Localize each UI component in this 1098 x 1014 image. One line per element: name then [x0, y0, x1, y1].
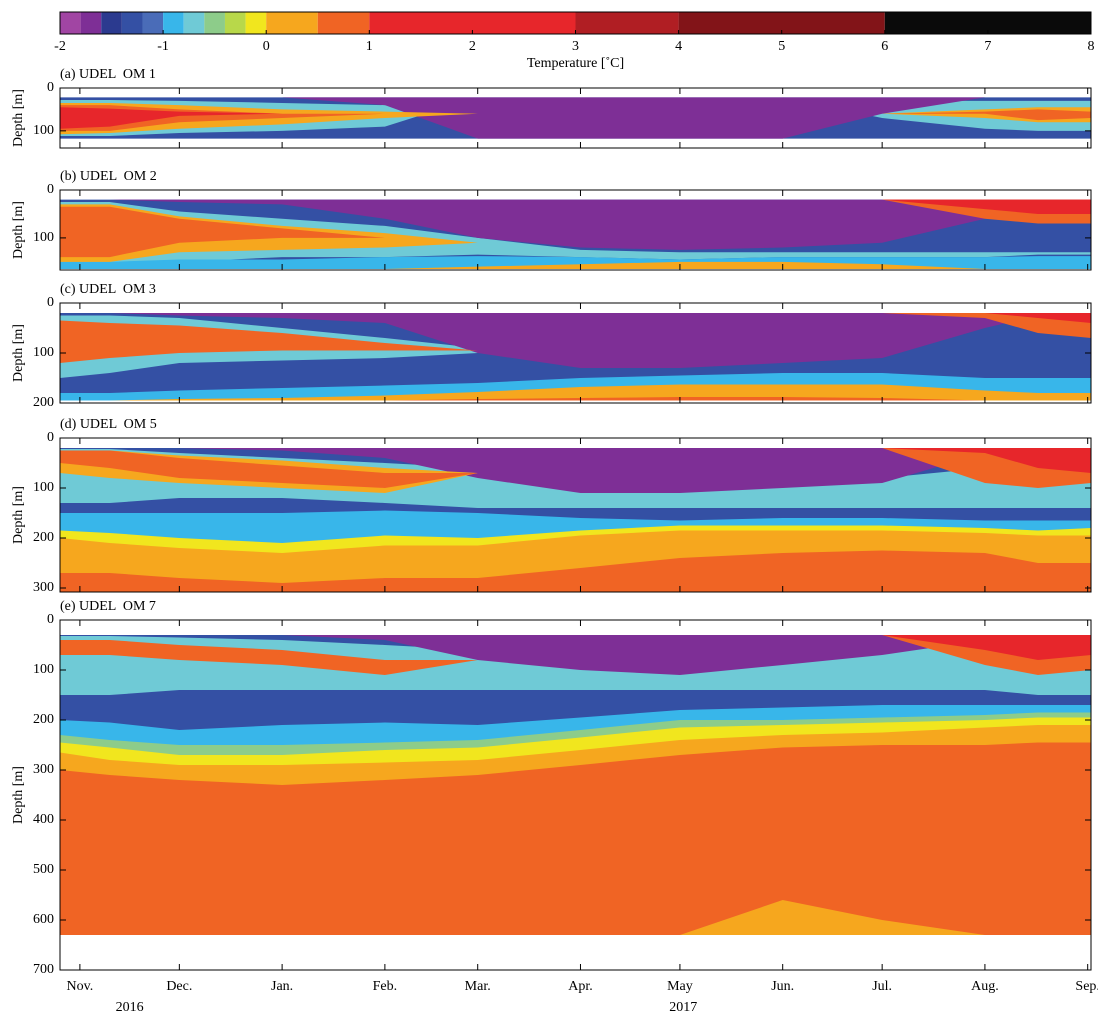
- colorbar-segment: [369, 12, 576, 34]
- colorbar-tick-label: 8: [1088, 39, 1095, 54]
- panel-title: (b) UDEL OM 2: [60, 169, 157, 184]
- y-tick-label: 200: [33, 395, 54, 410]
- temperature-band: [60, 448, 1091, 493]
- panel-title: (c) UDEL OM 3: [60, 282, 156, 297]
- y-tick-label: 700: [33, 962, 54, 977]
- y-axis-label: Depth [m]: [11, 201, 26, 259]
- y-tick-label: 100: [33, 480, 54, 495]
- panel-title: (d) UDEL OM 5: [60, 417, 157, 432]
- colorbar-segment: [245, 12, 267, 34]
- colorbar-segment: [121, 12, 143, 34]
- y-tick-label: 100: [33, 662, 54, 677]
- colorbar-segment: [266, 12, 318, 34]
- x-tick-label: Jun.: [771, 979, 794, 994]
- y-tick-label: 100: [33, 345, 54, 360]
- x-tick-label: Feb.: [373, 979, 398, 994]
- y-tick-label: 600: [33, 912, 54, 927]
- temperature-band: [60, 448, 1091, 473]
- colorbar-segment: [60, 12, 81, 34]
- temperature-band: [60, 635, 1091, 660]
- temperature-band: [60, 313, 1091, 338]
- colorbar-segment: [80, 12, 102, 34]
- colorbar-segment: [575, 12, 679, 34]
- colorbar-segment: [204, 12, 225, 34]
- temperature-band: [60, 206, 1091, 258]
- temperature-band: [60, 320, 1091, 363]
- temperature-band: [60, 384, 1091, 401]
- temperature-band: [60, 204, 1091, 262]
- colorbar-segment: [678, 12, 885, 34]
- y-tick-label: 0: [47, 80, 54, 95]
- temperature-band: [60, 550, 1091, 592]
- y-tick-label: 300: [33, 580, 54, 595]
- colorbar-segment: [101, 12, 122, 34]
- colorbar-segment: [183, 12, 205, 34]
- y-tick-label: 300: [33, 762, 54, 777]
- colorbar-tick-label: 1: [366, 39, 373, 54]
- x-tick-label: Nov.: [67, 979, 94, 994]
- y-tick-label: 100: [33, 230, 54, 245]
- x-tick-label: Apr.: [568, 979, 593, 994]
- x-tick-label: Dec.: [166, 979, 192, 994]
- y-axis-label: Depth [m]: [11, 324, 26, 382]
- x-tick-label: May: [667, 979, 693, 994]
- y-tick-label: 0: [47, 182, 54, 197]
- colorbar-tick-label: 3: [572, 39, 579, 54]
- y-tick-label: 200: [33, 530, 54, 545]
- temperature-band: [60, 397, 1091, 401]
- panel-title: (a) UDEL OM 1: [60, 67, 156, 82]
- y-tick-label: 400: [33, 812, 54, 827]
- y-tick-label: 200: [33, 712, 54, 727]
- y-tick-label: 500: [33, 862, 54, 877]
- temperature-band: [60, 103, 1091, 135]
- panel-title: (e) UDEL OM 7: [60, 599, 156, 614]
- year-label: 2017: [669, 1000, 697, 1014]
- colorbar-segment: [224, 12, 246, 34]
- y-axis-label: Depth [m]: [11, 486, 26, 544]
- temperature-band: [60, 261, 1091, 270]
- temperature-band: [60, 199, 1091, 214]
- panel-frame: [59, 87, 1092, 149]
- x-tick-label: Jan.: [271, 979, 293, 994]
- colorbar-tick-label: 2: [469, 39, 476, 54]
- colorbar-tick-label: 7: [984, 39, 991, 54]
- colorbar-tick-label: 0: [263, 39, 270, 54]
- x-tick-label: Jul.: [872, 979, 892, 994]
- colorbar-tick-label: -2: [54, 39, 66, 54]
- y-tick-label: 100: [33, 123, 54, 138]
- temperature-band: [60, 742, 1091, 935]
- temperature-band: [60, 201, 1091, 267]
- panel-frame: [59, 437, 1092, 593]
- temperature-band: [60, 313, 1091, 368]
- x-tick-label: Sep.: [1075, 979, 1098, 994]
- y-axis-label: Depth [m]: [11, 89, 26, 147]
- temperature-band: [60, 635, 1091, 675]
- colorbar-segment: [317, 12, 370, 34]
- colorbar-label: Temperature [˚C]: [527, 56, 624, 71]
- y-tick-label: 0: [47, 612, 54, 627]
- temperature-band: [60, 900, 1091, 935]
- panel-frame: [59, 189, 1092, 271]
- colorbar-tick-label: 6: [881, 39, 888, 54]
- temperature-band: [60, 640, 1091, 675]
- temperature-band: [60, 97, 1091, 139]
- colorbar-segment: [142, 12, 164, 34]
- x-tick-label: Mar.: [465, 979, 491, 994]
- year-label: 2016: [116, 1000, 144, 1014]
- panel-frame: [59, 619, 1092, 971]
- y-tick-label: 0: [47, 430, 54, 445]
- y-tick-label: 0: [47, 295, 54, 310]
- temperature-band: [60, 199, 1091, 250]
- colorbar-tick-label: -1: [157, 39, 169, 54]
- temperature-band: [60, 105, 1091, 131]
- colorbar-segment: [884, 12, 1091, 34]
- colorbar-segment: [163, 12, 184, 34]
- colorbar-tick-label: 4: [675, 39, 682, 54]
- x-tick-label: Aug.: [971, 979, 999, 994]
- y-axis-label: Depth [m]: [11, 766, 26, 824]
- temperature-band: [60, 450, 1091, 488]
- colorbar-tick-label: 5: [778, 39, 785, 54]
